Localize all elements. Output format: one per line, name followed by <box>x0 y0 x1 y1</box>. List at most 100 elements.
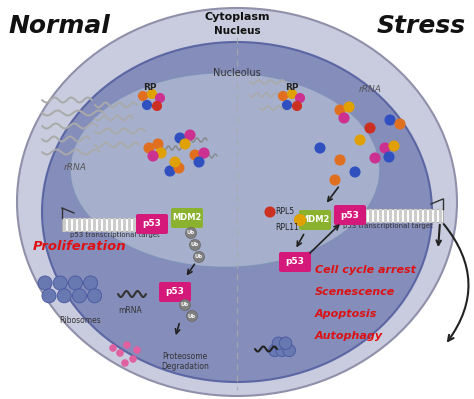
Text: p53: p53 <box>340 211 359 219</box>
Circle shape <box>350 167 360 177</box>
Text: Nucleolus: Nucleolus <box>213 68 261 78</box>
Circle shape <box>380 143 390 153</box>
Circle shape <box>294 215 306 225</box>
Circle shape <box>143 101 152 109</box>
Text: Cytoplasm: Cytoplasm <box>204 12 270 22</box>
Text: Proteosome
Degradation: Proteosome Degradation <box>161 352 209 371</box>
Bar <box>333 209 443 222</box>
Circle shape <box>276 344 288 357</box>
Circle shape <box>165 166 175 176</box>
Text: mRNA: mRNA <box>118 306 142 315</box>
Circle shape <box>389 141 399 151</box>
Text: p53 transcriptional target: p53 transcriptional target <box>70 232 160 238</box>
Circle shape <box>83 276 98 290</box>
Circle shape <box>144 143 154 153</box>
Circle shape <box>355 135 365 145</box>
Circle shape <box>147 89 156 99</box>
Text: Ub: Ub <box>188 314 196 318</box>
Circle shape <box>283 101 292 109</box>
Circle shape <box>385 115 395 125</box>
Text: Apoptosis: Apoptosis <box>315 309 377 319</box>
Circle shape <box>156 148 166 158</box>
Text: Ub: Ub <box>187 231 195 235</box>
Circle shape <box>193 251 204 263</box>
Text: Ub: Ub <box>181 302 189 308</box>
Ellipse shape <box>42 42 432 382</box>
FancyBboxPatch shape <box>279 252 311 272</box>
Text: MDM2: MDM2 <box>301 215 330 225</box>
FancyBboxPatch shape <box>136 214 168 234</box>
Text: Normal: Normal <box>8 14 110 38</box>
Circle shape <box>315 143 325 153</box>
Circle shape <box>138 91 147 101</box>
FancyBboxPatch shape <box>334 205 366 225</box>
Circle shape <box>175 133 185 143</box>
Circle shape <box>42 289 56 303</box>
Circle shape <box>153 139 163 149</box>
Text: MDM2: MDM2 <box>173 213 202 223</box>
Circle shape <box>148 151 158 161</box>
Text: rRNA: rRNA <box>358 85 382 95</box>
Circle shape <box>283 344 295 357</box>
Text: RP: RP <box>143 83 157 91</box>
Text: rRNA: rRNA <box>64 163 86 172</box>
Circle shape <box>185 227 197 239</box>
Text: Cell cycle arrest: Cell cycle arrest <box>315 265 416 275</box>
Circle shape <box>335 105 345 115</box>
Circle shape <box>279 337 292 350</box>
Ellipse shape <box>70 73 380 267</box>
Circle shape <box>339 113 349 123</box>
Circle shape <box>365 123 375 133</box>
Circle shape <box>130 356 136 362</box>
Text: RPL5: RPL5 <box>275 207 294 217</box>
Circle shape <box>199 148 209 158</box>
Circle shape <box>330 175 340 185</box>
Circle shape <box>110 345 116 351</box>
Text: Nucleus: Nucleus <box>214 26 260 36</box>
Circle shape <box>73 289 86 303</box>
Text: p53 transcriptional target: p53 transcriptional target <box>343 223 433 229</box>
Circle shape <box>53 276 67 290</box>
FancyBboxPatch shape <box>159 282 191 302</box>
Text: p53: p53 <box>143 219 162 229</box>
Circle shape <box>88 289 101 303</box>
Circle shape <box>194 157 204 167</box>
Text: Ub: Ub <box>195 255 203 259</box>
Circle shape <box>265 207 275 217</box>
Bar <box>62 218 167 231</box>
Circle shape <box>180 139 190 149</box>
Circle shape <box>272 337 285 350</box>
Circle shape <box>190 239 201 251</box>
Text: p53: p53 <box>285 257 304 267</box>
Text: Scenescence: Scenescence <box>315 287 395 297</box>
Circle shape <box>155 93 164 103</box>
Text: Ribosomes: Ribosomes <box>59 316 101 325</box>
Text: RPL11: RPL11 <box>275 223 299 233</box>
Circle shape <box>269 344 281 357</box>
Circle shape <box>170 157 180 167</box>
Text: RP: RP <box>285 83 299 91</box>
Circle shape <box>153 101 162 111</box>
Circle shape <box>288 89 297 99</box>
Circle shape <box>124 342 130 348</box>
Circle shape <box>279 91 288 101</box>
Circle shape <box>344 102 354 112</box>
Circle shape <box>185 130 195 140</box>
Circle shape <box>174 163 184 173</box>
Circle shape <box>117 350 123 356</box>
Circle shape <box>335 155 345 165</box>
Circle shape <box>122 360 128 366</box>
Circle shape <box>180 300 191 310</box>
Text: Ub: Ub <box>191 243 199 247</box>
Text: Autophagy: Autophagy <box>315 331 383 341</box>
Text: Stress: Stress <box>377 14 466 38</box>
Circle shape <box>190 150 200 160</box>
Circle shape <box>292 101 301 111</box>
Circle shape <box>186 310 198 322</box>
Circle shape <box>57 289 71 303</box>
Ellipse shape <box>17 8 457 396</box>
Circle shape <box>134 347 140 353</box>
Text: Proliferation: Proliferation <box>33 241 127 253</box>
Circle shape <box>295 93 304 103</box>
Circle shape <box>395 119 405 129</box>
